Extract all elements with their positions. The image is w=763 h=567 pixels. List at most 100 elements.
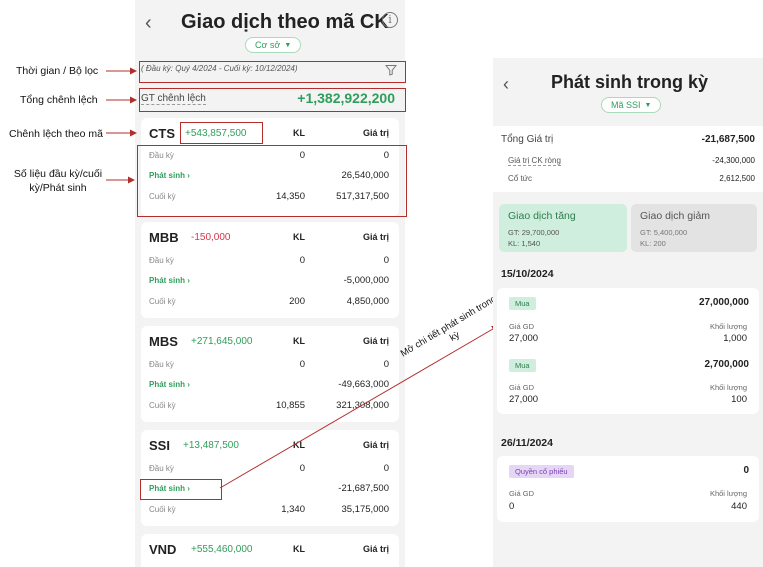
filter-icon[interactable] <box>384 64 398 79</box>
chevron-right-icon: › <box>187 484 190 493</box>
stock-card-vnd: VND +555,460,000 KL Giá trị <box>141 534 399 567</box>
col-kl-header: KL <box>293 544 305 554</box>
transaction-group-card: Quyền cổ phiếu 0 Giá GD Khối lượng 0 440 <box>497 456 759 522</box>
stock-card-cts: CTS +543,857,500 KL Giá trị Đầu kỳ 0 0 P… <box>141 118 399 216</box>
tab-increase-kl: KL: 1,540 <box>508 239 541 248</box>
close-gt: 321,308,000 <box>336 400 389 411</box>
price-label: Giá GD <box>509 383 535 392</box>
tab-increase[interactable]: Giao dịch tăng GT: 29,700,000 KL: 1,540 <box>499 204 627 252</box>
price-label: Giá GD <box>509 322 535 331</box>
stock-symbol: MBS <box>149 334 178 349</box>
col-kl-header: KL <box>293 128 305 138</box>
open-gt: 0 <box>383 463 389 474</box>
close-gt: 517,317,500 <box>336 191 389 202</box>
stock-symbol: MBB <box>149 230 179 245</box>
transaction-amount: 2,700,000 <box>704 359 750 370</box>
open-kl: 0 <box>299 463 305 474</box>
period-filter-bar[interactable]: ( Đầu kỳ: Quý 4/2024 - Cuối kỳ: 10/12/20… <box>141 64 399 80</box>
total-value-label: Tổng Giá trị <box>501 134 554 145</box>
qty-label: Khối lượng <box>709 322 747 331</box>
net-value-label: Giá trị CK ròng <box>508 156 561 166</box>
qty-label: Khối lượng <box>709 489 747 498</box>
col-kl-header: KL <box>293 440 305 450</box>
arising-detail-screen: ‹ Phát sinh trong kỳ Mã SSI ▼ Tổng Giá tr… <box>493 58 763 567</box>
qty-label: Khối lượng <box>709 383 747 392</box>
highlight-figures <box>137 145 407 217</box>
qty-value: 1,000 <box>723 333 747 344</box>
stock-diff: -150,000 <box>191 232 231 243</box>
tab-decrease-gt: GT: 5,400,000 <box>640 228 688 237</box>
highlight-ssi-arising <box>140 479 222 500</box>
chevron-right-icon: › <box>187 276 190 285</box>
info-icon[interactable]: i <box>382 12 398 28</box>
col-kl-header: KL <box>293 336 305 346</box>
total-diff-row: GT chênh lệch +1,382,922,200 <box>141 88 399 110</box>
transaction-group-card: Mua 27,000,000 Giá GD Khối lượng 27,000 … <box>497 288 759 414</box>
net-value: -24,300,000 <box>712 156 755 165</box>
qty-value: 100 <box>731 394 747 405</box>
symbol-dropdown[interactable]: Mã SSI ▼ <box>601 97 662 113</box>
dividend-value: 2,612,500 <box>719 174 755 183</box>
screen-title: Giao dịch theo mã CK <box>181 11 389 33</box>
back-chevron-left-icon[interactable]: ‹ <box>503 74 509 94</box>
price-value: 27,000 <box>509 394 539 405</box>
dividend-label: Cổ tức <box>508 174 533 183</box>
open-label: Đầu kỳ <box>149 151 174 160</box>
arising-gt: -21,687,500 <box>338 483 389 494</box>
chevron-down-icon: ▼ <box>644 102 652 109</box>
highlight-total-diff <box>139 88 406 112</box>
qty-value: 440 <box>731 501 747 512</box>
back-chevron-left-icon[interactable]: ‹ <box>145 12 152 34</box>
stock-symbol: VND <box>149 542 177 557</box>
transaction-type-tag: Quyền cổ phiếu <box>509 465 574 478</box>
open-label: Đầu kỳ <box>149 464 174 473</box>
close-kl: 1,340 <box>281 504 305 515</box>
screen-title: Phát sinh trong kỳ <box>551 72 709 92</box>
stock-diff: +271,645,000 <box>191 336 253 347</box>
open-gt: 0 <box>383 255 389 266</box>
arising-link[interactable]: Phát sinh › <box>149 380 190 389</box>
symbol-label: Mã SSI <box>611 100 641 110</box>
arising-link[interactable]: Phát sinh › <box>149 276 190 285</box>
annotation-total-diff: Tổng chênh lệch <box>20 94 98 106</box>
close-kl: 14,350 <box>275 191 305 202</box>
col-kl-header: KL <box>293 232 305 242</box>
annotation-figures: Số liệu đầu kỳ/cuối kỳ/Phát sinh <box>13 168 103 194</box>
stock-card-mbs: MBS +271,645,000 KL Giá trị Đầu kỳ 0 0 P… <box>141 326 399 422</box>
total-value: -21,687,500 <box>701 134 755 145</box>
arising-gt: -49,663,000 <box>338 379 389 390</box>
stock-card-ssi: SSI +13,487,500 KL Giá trị Đầu kỳ 0 0 Ph… <box>141 430 399 526</box>
col-gt-header: Giá trị <box>362 232 389 242</box>
transaction-type-tag: Mua <box>509 297 536 310</box>
close-kl: 10,855 <box>275 400 305 411</box>
stock-diff: +555,460,000 <box>191 544 253 555</box>
summary-panel: Tổng Giá trị -21,687,500 Giá trị CK ròng… <box>493 126 763 192</box>
chevron-right-icon: › <box>187 171 190 180</box>
highlight-diff-by-code <box>180 122 263 144</box>
col-gt-header: Giá trị <box>362 440 389 450</box>
segment-dropdown[interactable]: Cơ sở ▼ <box>245 37 302 53</box>
col-gt-header: Giá trị <box>362 336 389 346</box>
arising-link[interactable]: Phát sinh › <box>149 171 190 180</box>
open-gt: 0 <box>383 359 389 370</box>
open-label: Đầu kỳ <box>149 360 174 369</box>
tab-decrease[interactable]: Giao dịch giảm GT: 5,400,000 KL: 200 <box>631 204 757 252</box>
total-diff-label: GT chênh lệch <box>141 93 206 105</box>
total-diff-value: +1,382,922,200 <box>297 90 395 106</box>
transaction-amount: 0 <box>743 465 749 476</box>
price-value: 27,000 <box>509 333 539 344</box>
tab-decrease-kl: KL: 200 <box>640 239 666 248</box>
stock-diff: +13,487,500 <box>183 440 239 451</box>
group-date: 15/10/2024 <box>501 268 554 280</box>
annotation-diff-by-code: Chênh lệch theo mã <box>9 128 103 140</box>
open-label: Đầu kỳ <box>149 256 174 265</box>
price-label: Giá GD <box>509 489 535 498</box>
period-text: ( Đầu kỳ: Quý 4/2024 - Cuối kỳ: 10/12/20… <box>141 64 298 73</box>
group-date: 26/11/2024 <box>501 437 553 449</box>
col-gt-header: Giá trị <box>362 128 389 138</box>
arising-link[interactable]: Phát sinh › <box>149 484 190 493</box>
close-gt: 4,850,000 <box>346 296 389 307</box>
segment-label: Cơ sở <box>255 40 281 50</box>
close-label: Cuối kỳ <box>149 401 176 410</box>
annotation-time-filter: Thời gian / Bộ lọc <box>16 65 99 77</box>
